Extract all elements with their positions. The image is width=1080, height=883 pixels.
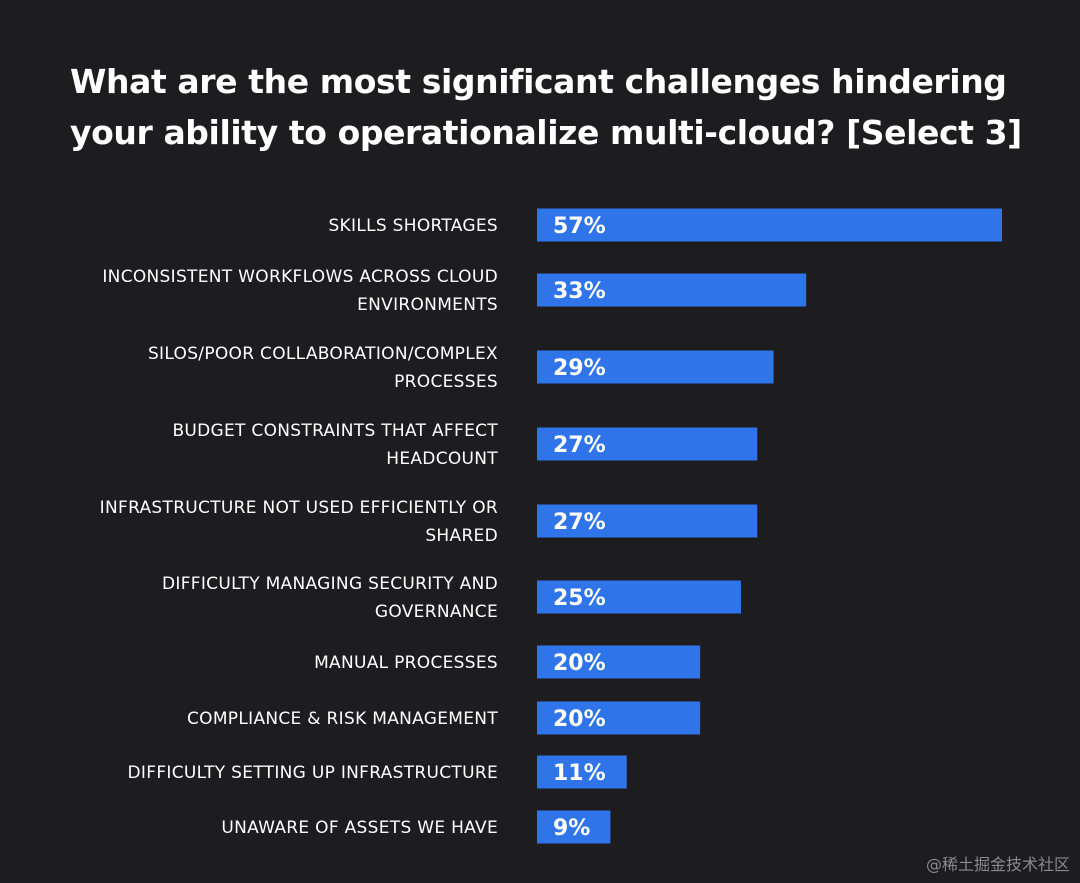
category-label: SKILLS SHORTAGES [328,216,498,236]
bar-value-label: 9% [553,816,590,841]
category-label-line: SKILLS SHORTAGES [328,216,498,236]
bar-value-label: 27% [553,433,606,458]
bar-value-label: 11% [553,761,606,786]
bar [537,427,758,461]
bar-value-label: 20% [553,707,606,732]
chart-title: What are the most significant challenges… [70,62,1022,152]
category-label-line: MANUAL PROCESSES [314,653,498,673]
category-label-line: SHARED [425,526,498,546]
bar-value-label: 20% [553,651,606,676]
category-label: DIFFICULTY MANAGING SECURITY AND GOVERNAN… [162,574,498,622]
category-label: COMPLIANCE & RISK MANAGEMENT [187,709,498,729]
bar [537,755,627,789]
category-label: SILOS/POOR COLLABORATION/COMPLEX PROCESSE… [148,344,498,392]
category-label-line: GOVERNANCE [375,602,498,622]
category-label-line: HEADCOUNT [386,449,498,469]
bar-value-label: 57% [553,214,606,239]
category-label-line: COMPLIANCE & RISK MANAGEMENT [187,709,498,729]
bar-value-label: 33% [553,279,606,304]
bar [537,645,701,679]
category-label-line: BUDGET CONSTRAINTS THAT AFFECT [172,421,498,441]
bar [537,810,611,844]
category-label: INCONSISTENT WORKFLOWS ACROSS CLOUD ENVIR… [102,267,498,315]
category-label-line: INFRASTRUCTURE NOT USED EFFICIENTLY OR [100,498,498,518]
bar-value-label: 29% [553,356,606,381]
category-label-line: DIFFICULTY MANAGING SECURITY AND [162,574,498,594]
category-label: UNAWARE OF ASSETS WE HAVE [221,818,498,838]
category-label-line: PROCESSES [394,372,498,392]
watermark: @稀土掘金技术社区 [925,855,1070,874]
category-label-line: DIFFICULTY SETTING UP INFRASTRUCTURE [128,763,498,783]
bar-value-label: 25% [553,586,606,611]
category-label: DIFFICULTY SETTING UP INFRASTRUCTURE [128,763,498,783]
bar [537,701,701,735]
bar [537,580,741,614]
bar [537,350,774,384]
category-label: INFRASTRUCTURE NOT USED EFFICIENTLY OR SH… [100,498,498,546]
category-label: BUDGET CONSTRAINTS THAT AFFECT HEADCOUNT [172,421,498,469]
category-label-line: UNAWARE OF ASSETS WE HAVE [221,818,498,838]
category-label-line: ENVIRONMENTS [357,295,498,315]
category-label-line: INCONSISTENT WORKFLOWS ACROSS CLOUD [102,267,498,287]
bar [537,208,1002,242]
bar [537,273,807,307]
category-label: MANUAL PROCESSES [314,653,498,673]
category-label-line: SILOS/POOR COLLABORATION/COMPLEX [148,344,498,364]
bar-value-label: 27% [553,510,606,535]
bar [537,504,758,538]
